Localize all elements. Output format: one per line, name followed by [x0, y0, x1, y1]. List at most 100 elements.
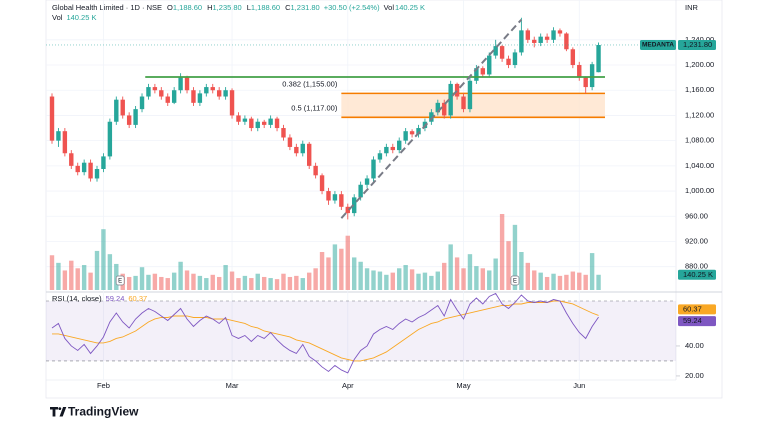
volume-bar — [319, 252, 325, 290]
candle-body — [519, 30, 524, 53]
rsi-band — [46, 300, 676, 361]
candle-body — [204, 87, 209, 94]
candle-body — [577, 65, 582, 78]
volume-bar — [126, 276, 132, 290]
candle-body — [474, 68, 479, 81]
symbol: Global Health Limited · 1D · NSE — [52, 3, 162, 12]
candle-body — [300, 143, 305, 154]
candle-body — [81, 162, 87, 173]
y-tick-label: 1,040.00 — [685, 161, 714, 170]
volume-bar — [184, 270, 190, 290]
volume-bar — [352, 257, 357, 290]
candle-body — [358, 184, 363, 198]
candle-body — [467, 80, 473, 110]
y-tick-label: 1,200.00 — [685, 60, 714, 69]
candle-body — [551, 30, 556, 40]
candle-body — [564, 33, 569, 50]
candle-body — [139, 96, 145, 110]
y-tick-label: 1,000.00 — [685, 186, 714, 195]
volume-bar — [69, 260, 74, 290]
volume-bar — [294, 275, 299, 290]
volume-bar — [532, 270, 537, 290]
candle-body — [454, 83, 460, 97]
volume-bar — [364, 268, 370, 290]
volume-bar — [49, 255, 55, 290]
volume-bar — [544, 276, 550, 290]
candle-body — [229, 90, 235, 116]
fib-zone — [341, 93, 605, 118]
candle-body — [397, 140, 402, 151]
volume-bar — [94, 250, 100, 290]
volume-bar — [326, 257, 331, 290]
volume-bar — [300, 278, 305, 290]
volume-value: 140.25 K — [66, 13, 96, 22]
rsi-value-label: 60.37 — [683, 304, 702, 313]
earnings-label: E — [513, 278, 517, 284]
volume-bar — [281, 273, 286, 290]
candle-body — [94, 169, 100, 179]
volume-bar — [204, 278, 209, 290]
rsi-line — [52, 300, 599, 362]
y-tick-label: 1,240.00 — [685, 35, 714, 44]
volume-bar — [165, 278, 170, 290]
volume-bar — [88, 272, 93, 290]
candle-body — [326, 191, 331, 201]
candle-body — [409, 131, 415, 135]
ticker-box — [640, 39, 676, 50]
y-tick-label: 960.00 — [685, 211, 708, 220]
candle-body — [178, 77, 183, 91]
candle-body — [88, 162, 93, 179]
candle-body — [596, 44, 601, 73]
volume-bar — [570, 271, 576, 290]
volume-bar — [371, 270, 376, 290]
chart-panel — [45, 0, 723, 399]
volume-bar — [249, 278, 254, 290]
candle-body — [114, 99, 119, 122]
earnings-marker — [510, 275, 520, 286]
candle-body — [62, 131, 68, 154]
volume-bar — [62, 270, 68, 290]
candle-body — [313, 165, 318, 176]
candle-body — [538, 36, 543, 43]
volume-bar — [429, 275, 434, 290]
candle-body — [352, 197, 357, 214]
rsi-tick-label: 20.00 — [685, 371, 704, 380]
candle-body — [107, 121, 113, 157]
rsi-value-box — [678, 316, 716, 327]
rsi-tick-label: 40.00 — [685, 341, 704, 350]
volume-bar — [229, 271, 235, 290]
ohlc-label: O — [167, 3, 173, 12]
y-tick-label: 1,080.00 — [685, 136, 714, 145]
volume-bar — [519, 252, 524, 290]
candle-body — [557, 30, 563, 34]
candle-body — [390, 146, 395, 151]
volume-bar — [480, 268, 486, 290]
candle-body — [435, 102, 440, 113]
candle-body — [345, 206, 350, 214]
candle-body — [171, 90, 177, 103]
candle-body — [261, 121, 267, 125]
volume-bar — [512, 224, 518, 290]
volume-bar — [403, 265, 408, 290]
volume-bar — [474, 266, 479, 290]
volume-box-label: 140.25 K — [683, 270, 713, 279]
volume-bar — [493, 258, 498, 290]
logo-icon — [50, 407, 67, 417]
volume-bar — [287, 276, 293, 290]
candle-body — [216, 90, 222, 97]
volume-value: 140.25 K — [395, 3, 425, 12]
volume-bar — [133, 275, 138, 290]
candle-body — [512, 52, 518, 66]
fib-label: 0.5 (1,117.00) — [291, 103, 338, 112]
rsi-title: RSI (14, close) — [52, 294, 102, 303]
candle-body — [184, 77, 190, 91]
volume-bar — [499, 214, 505, 290]
candle-body — [583, 77, 588, 88]
candle-body — [570, 49, 576, 66]
volume-bar — [345, 235, 350, 290]
candle-body — [75, 165, 80, 173]
volume-bar — [210, 274, 215, 290]
volume-bar — [551, 273, 556, 290]
ohlc-label: L — [247, 3, 251, 12]
